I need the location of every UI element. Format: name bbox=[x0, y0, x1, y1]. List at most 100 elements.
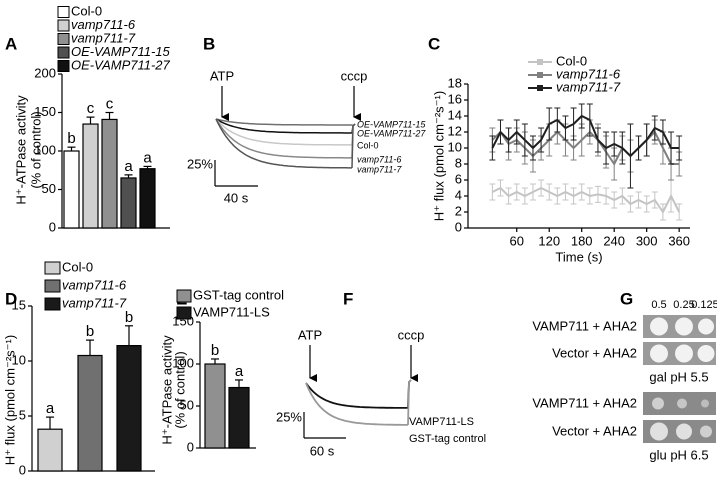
legend-label: OE-VAMP711-15 bbox=[71, 44, 171, 59]
legend-label: Col-0 bbox=[556, 53, 587, 68]
bar bbox=[63, 150, 80, 229]
legend-swatch bbox=[44, 279, 61, 293]
bar bbox=[37, 428, 63, 472]
y-tick-label: 0 bbox=[455, 219, 462, 234]
legend-swatch bbox=[57, 6, 70, 18]
y-tick-label: 5 bbox=[19, 407, 26, 422]
legend-label: vamp711-7 bbox=[556, 79, 621, 94]
legend-label: vamp711-7 bbox=[71, 30, 136, 45]
spots bbox=[650, 317, 715, 363]
significance-label: a bbox=[235, 363, 244, 380]
y-tick-label: 2 bbox=[455, 203, 462, 218]
bar bbox=[116, 345, 142, 472]
dilution-label: 0.5 bbox=[651, 299, 666, 311]
panel-label: C bbox=[428, 34, 440, 53]
significance-label: a bbox=[143, 149, 152, 166]
y-tick-label: 14 bbox=[448, 107, 462, 122]
legend-label: OE-VAMP711-27 bbox=[71, 57, 171, 72]
legend-label: VAMP711-LS bbox=[193, 304, 270, 319]
panel-label: F bbox=[343, 289, 353, 308]
y-tick-label: 4 bbox=[455, 187, 462, 202]
legend-swatch bbox=[57, 60, 70, 72]
significance-label: c bbox=[106, 95, 114, 112]
x-tick-label: 120 bbox=[538, 233, 560, 248]
error-bar bbox=[676, 203, 683, 221]
trace-label: OE-VAMP711-15 bbox=[357, 119, 426, 129]
y-tick-label: 0 bbox=[19, 462, 26, 477]
bar bbox=[120, 177, 137, 229]
legend-marker bbox=[537, 59, 543, 65]
legend-swatch bbox=[57, 46, 70, 59]
trace bbox=[215, 118, 356, 146]
legend-label: Col-0 bbox=[62, 259, 93, 274]
y-tick-label: 16 bbox=[448, 91, 462, 106]
traces bbox=[305, 379, 412, 426]
y-tick-label: 15 bbox=[12, 297, 26, 312]
bar bbox=[204, 363, 226, 449]
panel-g: G 0.5 0.25 0.125 VAMP711 + AHA2 Vector +… bbox=[532, 289, 717, 462]
x-tick-label: 180 bbox=[571, 233, 593, 248]
row-label: Vector + AHA2 bbox=[552, 345, 637, 360]
y-tick-label: 12 bbox=[448, 123, 462, 138]
bar bbox=[228, 386, 250, 449]
marker-label: cccp bbox=[398, 327, 425, 342]
marker-label: cccp bbox=[341, 68, 368, 83]
y-axis-label: (% of control) bbox=[172, 351, 187, 428]
legend-label: vamp711-7 bbox=[62, 295, 127, 310]
bar bbox=[82, 123, 99, 229]
legend-swatch bbox=[176, 306, 192, 320]
legend-label: vamp711-6 bbox=[71, 17, 136, 32]
significance-label: b bbox=[211, 342, 219, 359]
panel-label: B bbox=[203, 34, 215, 53]
dilution-label: 0.125 bbox=[691, 299, 717, 311]
x-axis-label: Time (s) bbox=[555, 249, 602, 264]
dilution-label: 0.25 bbox=[673, 299, 694, 311]
y-axis-label: H⁺ flux (pmol cm⁻²s⁻¹) bbox=[431, 91, 446, 221]
legend-label: vamp711-6 bbox=[556, 66, 621, 81]
condition-label: glu pH 6.5 bbox=[649, 447, 708, 462]
panel-label: G bbox=[620, 289, 633, 308]
bar bbox=[77, 354, 103, 472]
marker-label: ATP bbox=[298, 327, 322, 342]
bar bbox=[139, 168, 156, 229]
condition-label: gal pH 5.5 bbox=[649, 369, 708, 384]
row-label: VAMP711 + AHA2 bbox=[532, 318, 637, 333]
x-tick-label: 240 bbox=[603, 233, 625, 248]
x-tick-label: 60 bbox=[509, 233, 523, 248]
trace-label: vamp711-6 bbox=[357, 154, 401, 164]
y-tick-label: 0 bbox=[49, 219, 56, 234]
trace bbox=[215, 118, 356, 128]
y-tick-label: 200 bbox=[34, 65, 56, 80]
y-tick-label: 0 bbox=[187, 439, 194, 454]
trace bbox=[215, 118, 356, 159]
trace bbox=[215, 118, 356, 169]
y-tick-label: 10 bbox=[448, 139, 462, 154]
y-tick-label: 10 bbox=[12, 352, 26, 367]
y-axis-label: H⁺ flux (pmol cm⁻²s⁻¹) bbox=[2, 335, 17, 465]
series-line bbox=[491, 114, 680, 158]
y-tick-label: 100 bbox=[34, 142, 56, 157]
legend-marker bbox=[537, 85, 543, 91]
y-tick-label: 50 bbox=[180, 397, 194, 412]
trace bbox=[305, 379, 412, 426]
legend-label: GST-tag control bbox=[193, 287, 284, 302]
spots bbox=[650, 397, 712, 441]
trace bbox=[215, 118, 356, 134]
y-tick-label: 18 bbox=[448, 75, 462, 90]
trace-label: OE-VAMP711-27 bbox=[357, 128, 426, 138]
legend-swatch bbox=[57, 19, 70, 32]
y-tick-label: 8 bbox=[455, 155, 462, 170]
legend-swatch bbox=[44, 297, 61, 311]
significance-label: b bbox=[86, 323, 94, 340]
scale-label: 25% bbox=[187, 156, 213, 171]
panel-label: A bbox=[5, 34, 17, 53]
panel-f: F ATP cccp 25% 60 s VAMP711-LS GST-tag c… bbox=[276, 289, 486, 458]
y-tick-label: 150 bbox=[34, 104, 56, 119]
y-axis-label: (% of control) bbox=[28, 111, 43, 188]
significance-label: b bbox=[125, 309, 133, 326]
legend-swatch bbox=[176, 289, 192, 303]
y-axis-label: H⁺-ATPase activity bbox=[13, 95, 28, 205]
y-axis-label: H⁺-ATPase activity bbox=[159, 335, 174, 445]
legend-marker bbox=[537, 72, 543, 78]
